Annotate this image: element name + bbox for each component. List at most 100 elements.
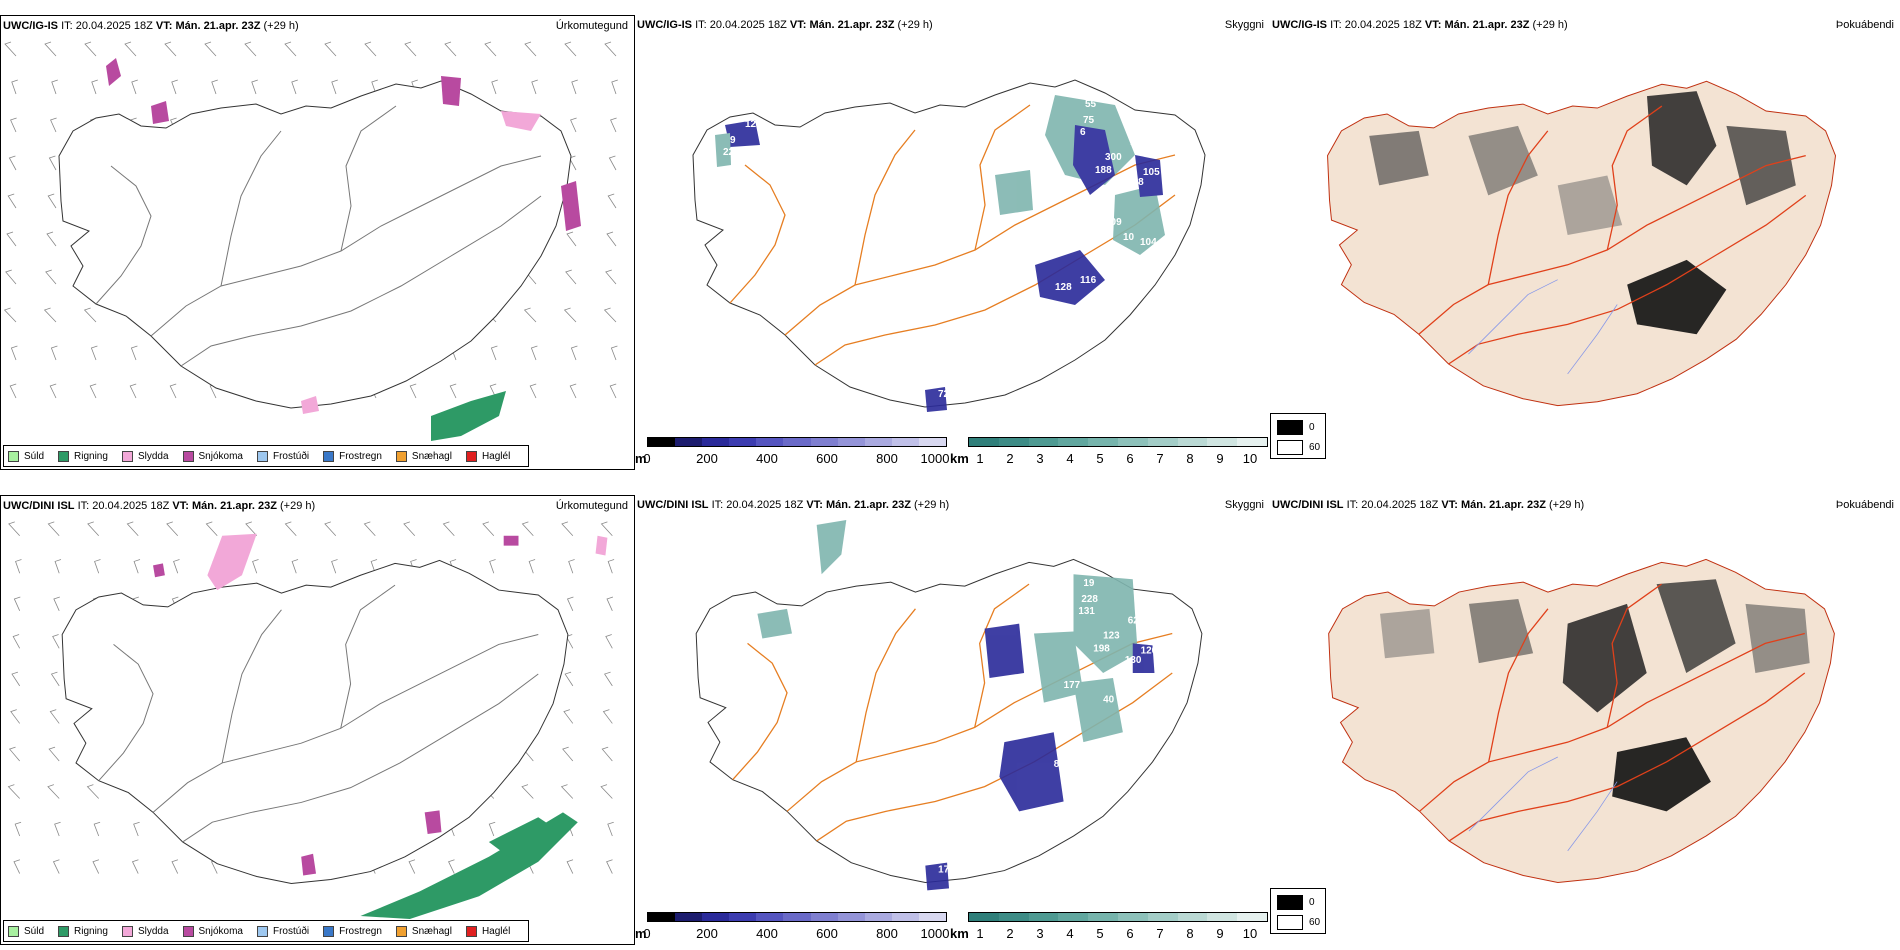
wind-barb: [609, 383, 617, 399]
vis-km-tick: 3: [1036, 926, 1044, 941]
legend-item: Haglél: [465, 925, 510, 937]
colorbar-segment: [1058, 913, 1089, 921]
wind-barb: [166, 521, 179, 537]
wind-barb: [93, 821, 101, 837]
legend-swatch: [121, 925, 133, 937]
init-time: 20.04.2025 18Z: [1344, 19, 1422, 31]
visibility-value-label: 228: [1081, 594, 1098, 605]
wind-barb: [169, 383, 177, 399]
legend-label: Snjókoma: [198, 450, 243, 462]
vis-km-unit: km: [950, 926, 969, 941]
vis-height-unit: m: [635, 926, 647, 941]
colorbar-segment: [918, 438, 947, 446]
wind-barb: [600, 784, 613, 799]
legend-item: Frostregn: [323, 450, 382, 462]
wind-barb: [11, 671, 21, 687]
vis-km-tick: 5: [1096, 926, 1104, 941]
wind-barb: [130, 345, 138, 361]
wind-barb: [5, 269, 17, 285]
init-time: 20.04.2025 18Z: [709, 19, 787, 31]
wind-barb: [566, 231, 577, 247]
wind-barb: [8, 155, 17, 171]
iceland-outline: [61, 559, 569, 884]
visibility-value-label: 198: [1093, 643, 1110, 654]
model-name: UWC/IG-IS: [3, 20, 58, 32]
wind-barb: [489, 559, 496, 574]
vis-km-tick: 7: [1156, 451, 1164, 466]
vis-height-tick: 1000: [920, 451, 950, 466]
roads: [95, 105, 542, 367]
rivers: [1468, 279, 1618, 375]
wind-barb: [606, 596, 614, 611]
valid-time: Mán. 21.apr. 23Z: [809, 19, 895, 31]
visibility-value-label: 104: [1140, 237, 1157, 248]
wind-barb: [46, 231, 57, 247]
legend-item: Snæhagl: [395, 450, 452, 462]
wind-barb: [569, 383, 577, 399]
wind-barb: [89, 383, 97, 399]
colorbar-segment: [756, 913, 784, 921]
panel-title-cloud: Þokuábendi: [1835, 499, 1894, 511]
legend-swatch: [8, 925, 19, 937]
visibility-value-label: 188: [1095, 165, 1112, 176]
wind-barb: [607, 559, 615, 574]
wind-barb: [571, 79, 578, 95]
visibility-value-label: 143: [748, 598, 765, 609]
legend-swatch: [395, 925, 407, 937]
wind-barb: [204, 41, 217, 57]
colorbar-segment: [891, 913, 919, 921]
wind-barb: [523, 307, 537, 323]
wind-barb: [49, 383, 57, 399]
init-label: IT:: [1346, 499, 1359, 511]
wind-barb: [43, 307, 57, 323]
colorbar-segment: [891, 438, 919, 446]
colorbar-segment: [1147, 438, 1178, 446]
roads: [1419, 583, 1806, 842]
vis-km-tick: 1: [976, 926, 984, 941]
low-visibility-areas: [757, 519, 1155, 891]
panel-header: UWC/IG-IS IT: 20.04.2025 18Z VT: Mán. 21…: [1272, 19, 1898, 35]
wind-barb: [442, 521, 455, 537]
wind-barb: [531, 79, 538, 95]
vis-km-tick: 7: [1156, 926, 1164, 941]
wind-barb: [610, 345, 618, 361]
visibility-value-label: 86: [1054, 759, 1065, 770]
panel-header: UWC/DINI ISL IT: 20.04.2025 18Z VT: Mán.…: [3, 500, 632, 516]
model-name: UWC/DINI ISL: [3, 500, 75, 512]
legend-item: Rigning: [58, 925, 108, 937]
vis-km-tick: 9: [1216, 926, 1224, 941]
vis-height-legend: m 0 200 400 600 800 1000: [635, 437, 950, 467]
legend-swatch: [182, 450, 194, 462]
visibility-value-label: 170: [938, 865, 955, 876]
panel-title-visibility: Skyggni: [1224, 499, 1264, 511]
wind-barb: [608, 155, 617, 171]
valid-label: VT:: [806, 499, 823, 511]
vis-height-tick: 200: [696, 926, 718, 941]
vis-height-tick: 400: [756, 451, 778, 466]
model-name: UWC/DINI ISL: [637, 499, 709, 511]
wind-barb: [563, 307, 577, 323]
cloud-panel-top: UWC/IG-IS IT: 20.04.2025 18Z VT: Mán. 21…: [1270, 15, 1900, 470]
visibility-panel-bottom: UWC/DINI ISL IT: 20.04.2025 18Z VT: Mán.…: [635, 495, 1270, 945]
rivers: [1468, 756, 1618, 852]
visibility-value-label: 14: [760, 122, 772, 133]
legend-swatch: [8, 450, 19, 462]
colorbar-segment: [810, 438, 838, 446]
vis-km-colorbar: [968, 437, 1268, 447]
visibility-value-label: 10: [1123, 232, 1135, 243]
vis-km-tick: 3: [1036, 451, 1044, 466]
visibility-value-label: 75: [1083, 115, 1095, 126]
cloud-panel-bottom: UWC/DINI ISL IT: 20.04.2025 18Z VT: Mán.…: [1270, 495, 1900, 945]
wind-barb: [560, 784, 574, 799]
legend-swatch: [465, 925, 477, 937]
wind-barb: [611, 79, 618, 95]
panel-header: UWC/DINI ISL IT: 20.04.2025 18Z VT: Mán.…: [637, 499, 1268, 515]
colorbar-segment: [1207, 438, 1238, 446]
colorbar-segment: [1207, 913, 1238, 921]
visibility-panel-top: UWC/IG-IS IT: 20.04.2025 18Z VT: Mán. 21…: [635, 15, 1270, 470]
colorbar-segment: [998, 913, 1029, 921]
wind-barb: [11, 79, 18, 95]
visibility-value-label: 107: [726, 626, 743, 637]
wind-barb: [606, 231, 617, 247]
